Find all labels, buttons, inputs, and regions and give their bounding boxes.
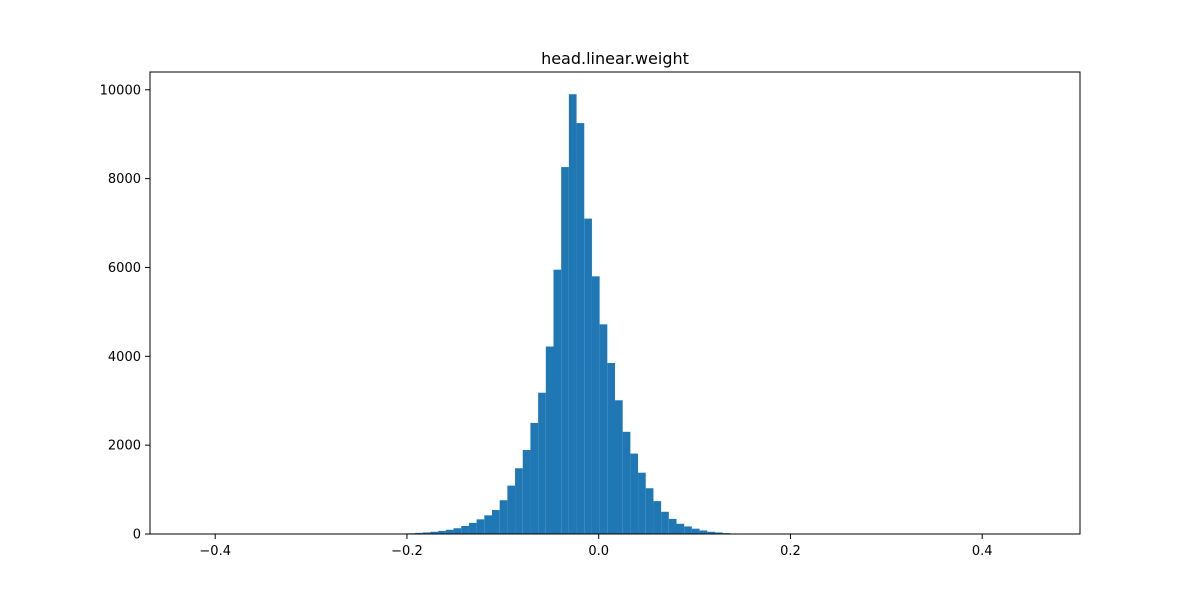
histogram-bar xyxy=(714,532,723,534)
histogram-bar xyxy=(538,392,546,534)
histogram-bar xyxy=(515,468,523,534)
x-tick-label: 0.0 xyxy=(588,544,609,559)
histogram-bar xyxy=(676,523,685,534)
histogram-bar xyxy=(438,530,446,534)
histogram-bar xyxy=(415,532,423,534)
histogram-bar xyxy=(430,531,439,534)
histogram-bar xyxy=(584,218,592,534)
histogram-bar xyxy=(476,519,485,534)
histogram-bar xyxy=(630,453,639,534)
bars-group xyxy=(192,94,1038,535)
histogram-bar xyxy=(699,530,708,534)
y-tick-label: 0 xyxy=(133,528,141,543)
plot-frame xyxy=(149,71,1081,535)
y-tick-label: 10000 xyxy=(100,83,141,98)
histogram-bar xyxy=(684,526,692,534)
histogram-bar xyxy=(422,532,431,534)
histogram-bar xyxy=(653,501,662,534)
histogram-bar xyxy=(691,528,700,534)
histogram-bar xyxy=(591,276,600,534)
histogram-bar xyxy=(507,485,516,534)
histogram-bar xyxy=(530,422,539,534)
y-tick-label: 2000 xyxy=(108,439,141,454)
histogram-bar xyxy=(707,531,715,534)
histogram-bar xyxy=(661,511,669,534)
histogram-bar xyxy=(576,123,585,534)
x-tick-label: 0.4 xyxy=(972,544,993,559)
histogram-bar xyxy=(484,515,492,534)
x-tick-label: −0.2 xyxy=(391,544,423,559)
x-axis: −0.4 −0.2 0.0 0.2 0.4 xyxy=(199,534,993,559)
histogram-bar xyxy=(638,472,646,534)
histogram-bar xyxy=(468,522,477,534)
histogram-bar xyxy=(615,400,623,534)
x-tick-label: 0.2 xyxy=(780,544,801,559)
chart-title: head.linear.weight xyxy=(541,49,689,68)
histogram-bar xyxy=(645,488,654,534)
histogram-bar xyxy=(453,528,462,534)
histogram-bar xyxy=(607,362,615,534)
histogram-bar xyxy=(553,269,562,534)
x-tick-label: −0.4 xyxy=(199,544,231,559)
histogram-bar xyxy=(599,324,608,534)
y-axis: 0 2000 4000 6000 8000 10000 xyxy=(100,83,150,543)
y-tick-label: 6000 xyxy=(108,261,141,276)
histogram-bar xyxy=(545,346,554,534)
histogram-bar xyxy=(492,510,500,534)
y-tick-label: 8000 xyxy=(108,172,141,187)
histogram-bar xyxy=(522,450,531,534)
histogram-bar xyxy=(461,526,469,534)
y-tick-label: 4000 xyxy=(108,350,141,365)
histogram-bar xyxy=(668,518,677,534)
histogram-bar xyxy=(445,529,454,534)
histogram-bar xyxy=(499,500,508,534)
histogram-bar xyxy=(622,431,631,534)
histogram-bar xyxy=(561,167,569,534)
histogram-bar xyxy=(568,94,577,535)
